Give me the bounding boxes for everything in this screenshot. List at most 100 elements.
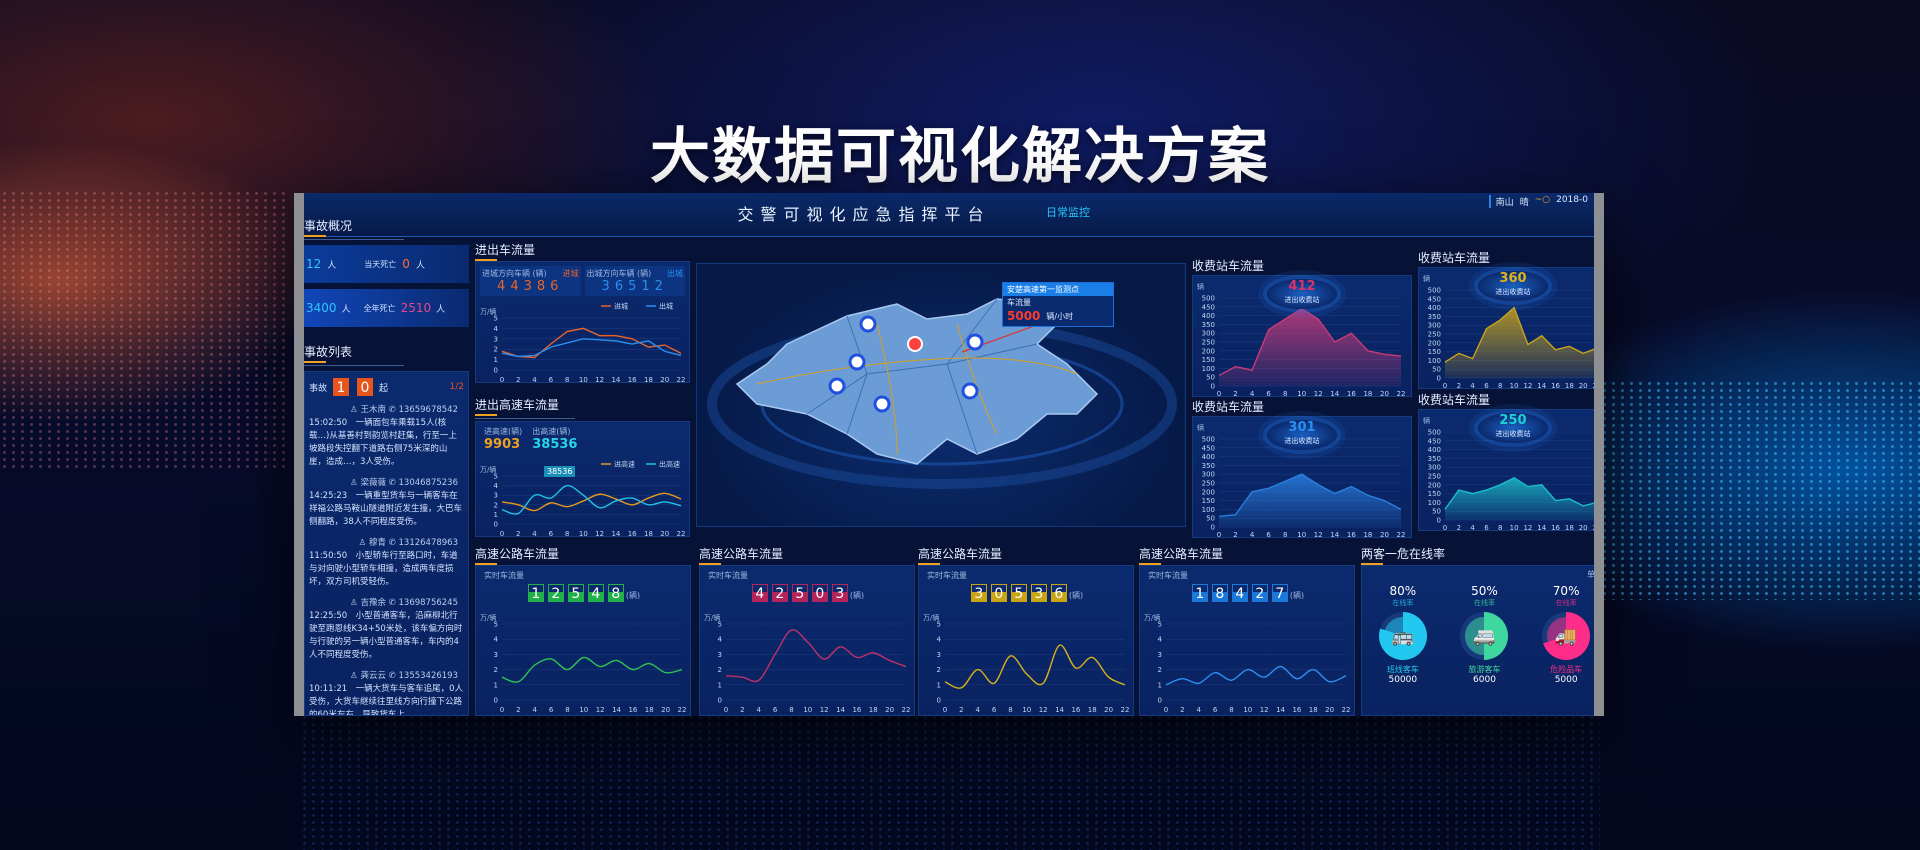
y-tick-label: 500 [1202,436,1215,444]
location-marker-icon[interactable] [848,353,866,371]
x-tick-label: 14 [1537,382,1546,390]
phone-icon: ✆ [388,671,396,681]
accident-item[interactable]: ♙ 龚云云 ✆ 13553426193 10:11:21 一辆大货车与客车追尾，0… [309,670,464,716]
x-tick-label: 14 [1537,524,1546,532]
x-tick-label: 18 [1309,706,1318,714]
y-tick-label: 5 [937,621,941,629]
in-city-digits: 44386 [482,279,579,294]
person-icon: ♙ [350,598,358,608]
series-line [501,338,682,358]
x-tick-label: 16 [1551,382,1560,390]
accident-contact: ♙ 穆青 ✆ 13126478963 [309,537,464,550]
x-tick-label: 12 [1314,531,1323,539]
online-item[interactable]: 80% 在线率 🚌 班线客车 50000 [1378,584,1427,685]
phone-icon: ✆ [388,598,396,608]
x-tick-label: 22 [677,530,686,538]
series-line [501,492,682,512]
x-tick-label: 4 [1250,390,1255,398]
province-map[interactable] [697,264,1187,528]
digit: 2 [547,584,564,602]
accident-contact: ♙ 梁薇薇 ✆ 13046875236 [309,477,464,490]
x-tick-label: 16 [1292,706,1301,714]
date: 2018-0 [1556,195,1588,205]
y-unit-label: 辆 [1197,282,1204,291]
y-tick-label: 400 [1202,312,1215,320]
accident-contact: ♙ 龚云云 ✆ 13553426193 [309,670,464,683]
x-tick-label: 12 [595,530,604,538]
vehicle-count: 6000 [1473,675,1496,685]
y-tick-label: 50 [1206,515,1215,523]
x-tick-label: 22 [678,706,687,714]
x-tick-label: 6 [1484,524,1489,532]
y-tick-label: 350 [1428,455,1441,463]
accident-item[interactable]: ♙ 王木南 ✆ 13659678542 15:02:50 一辆面包车乘载15人(核… [309,404,464,469]
legend-label: 出高速 [659,460,680,469]
x-tick-label: 0 [1217,390,1221,398]
x-tick-label: 16 [852,706,861,714]
online-item[interactable]: 70% 在线率 🚚 危险品车 5000 [1542,584,1591,685]
dashboard-screen: 交警可视化应急指挥平台 日常监控 南山 晴 ~○ 2018-0 事故概况 12 人… [294,193,1604,716]
mode-tab[interactable]: 日常监控 [1046,206,1090,219]
y-tick-label: 250 [1202,480,1215,488]
y-tick-label: 300 [1202,471,1215,479]
accident-description: 10:11:21 一辆大货车与客车追尾，0人受伤，大货车继续往里线方向行撞下公路… [309,684,464,716]
x-tick-label: 18 [645,706,654,714]
digit: 3 [831,584,848,602]
location-marker-icon[interactable] [859,315,877,333]
series-line [501,484,682,515]
location-marker-icon[interactable] [966,333,984,351]
x-tick-label: 4 [1250,531,1255,539]
y-tick-label: 3 [718,651,722,659]
province-shape[interactable] [735,298,1099,465]
x-tick-label: 2 [1457,524,1461,532]
x-tick-label: 22 [1342,706,1351,714]
x-tick-label: 8 [789,706,793,714]
x-tick-label: 4 [532,530,537,538]
series-line [1218,473,1402,518]
vehicle-count: 50000 [1388,675,1418,685]
chart-tooltip: 38536 [544,466,576,477]
unit: (辆) [849,591,865,600]
x-tick-label: 20 [1579,382,1588,390]
x-tick-label: 10 [1510,524,1519,532]
location-marker-icon[interactable] [961,382,979,400]
banner-title: 大数据可视化解决方案 [650,122,1270,192]
y-tick-label: 150 [1428,348,1441,356]
alert-marker-icon[interactable] [907,336,923,352]
x-tick-label: 8 [1283,390,1287,398]
x-tick-label: 20 [1380,531,1389,539]
x-tick-label: 22 [1397,531,1406,539]
digit: 5 [791,584,808,602]
x-tick-label: 0 [724,706,728,714]
accident-count-label: 事故 [309,383,328,394]
accident-item[interactable]: ♙ 梁薇薇 ✆ 13046875236 14:25:23 一辆重型货车与一辆客车在… [309,477,464,529]
online-item[interactable]: 50% 在线率 🚐 旅游客车 6000 [1460,584,1509,685]
pagination[interactable]: 1/2 [449,382,464,392]
toll-badge: 412 进出收费站 [1267,279,1337,309]
y-unit-label: 万/辆 [480,307,496,316]
y-tick-label: 100 [1202,365,1215,373]
accident-item[interactable]: ♙ 穆青 ✆ 13126478963 11:50:50 小型轿车行至路口时，车道与… [309,537,464,589]
y-tick-label: 1 [1158,681,1162,689]
x-tick-label: 16 [1347,531,1356,539]
dashboard-header: 交警可视化应急指挥平台 日常监控 南山 晴 ~○ 2018-0 [304,193,1594,237]
y-unit-label: 万/辆 [704,613,720,622]
out-tag: 出城 [667,269,683,278]
deaths-today-value: 0 [402,257,410,271]
accident-item[interactable]: ♙ 吉豫余 ✆ 13698756245 12:25:50 小型普通客车，沿麻柳北行… [309,597,464,662]
location-marker-icon[interactable] [873,395,891,413]
y-tick-label: 150 [1202,497,1215,505]
x-tick-label: 16 [628,376,637,384]
y-tick-label: 350 [1202,462,1215,470]
contact-name: 吉豫余 [360,598,386,608]
digit: 8 [536,279,551,294]
x-tick-label: 6 [773,706,778,714]
digit: 7 [1271,584,1288,602]
y-tick-label: 400 [1202,453,1215,461]
particle-wave-right [1600,380,1920,600]
location-marker-icon[interactable] [828,377,846,395]
y-tick-label: 0 [937,697,941,705]
